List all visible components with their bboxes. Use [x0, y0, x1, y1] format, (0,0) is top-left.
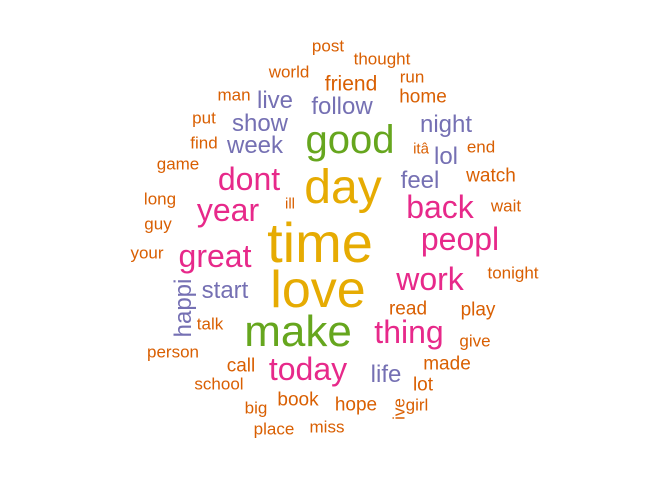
word-feel: feel — [400, 167, 440, 194]
word-man: man — [217, 85, 251, 105]
word-thing: thing — [374, 314, 444, 350]
word-give: give — [459, 331, 491, 351]
word-long: long — [143, 189, 177, 209]
word-made: made — [423, 353, 471, 375]
word-run: run — [399, 67, 425, 87]
word-life: life — [370, 361, 402, 388]
word-today: today — [268, 351, 348, 387]
word-talk: talk — [196, 314, 224, 334]
word-ill: ill — [285, 195, 295, 213]
word-friend: friend — [324, 72, 378, 96]
word-make: make — [244, 307, 352, 356]
word-play: play — [460, 299, 496, 321]
word-great: great — [178, 238, 252, 274]
word-girl: girl — [405, 395, 429, 415]
word-time: time — [267, 211, 373, 274]
word-read: read — [388, 298, 428, 320]
word-work: work — [396, 261, 464, 297]
word-watch: watch — [466, 165, 516, 187]
word-school: school — [194, 374, 244, 394]
word-itita: itâ — [413, 140, 429, 158]
word-good: good — [305, 118, 395, 162]
word-book: book — [277, 389, 319, 411]
word-happi: happi — [170, 278, 197, 338]
word-night: night — [419, 111, 473, 138]
word-peopl: peopl — [420, 221, 500, 257]
word-world: world — [268, 62, 310, 82]
word-lot: lot — [412, 374, 434, 396]
word-start: start — [201, 277, 249, 304]
word-dont: dont — [217, 161, 281, 197]
word-miss: miss — [309, 417, 345, 437]
word-end: end — [466, 137, 496, 157]
word-thought: thought — [353, 49, 411, 69]
word-ive: ive — [389, 398, 409, 420]
word-day: day — [304, 161, 382, 214]
word-home: home — [399, 86, 447, 108]
word-place: place — [253, 419, 295, 439]
word-wait: wait — [490, 196, 522, 216]
word-game: game — [156, 154, 200, 174]
word-follow: follow — [311, 93, 373, 120]
word-week: week — [226, 132, 284, 159]
word-big: big — [244, 398, 268, 418]
word-post: post — [311, 36, 345, 56]
word-hope: hope — [334, 394, 378, 416]
word-show: show — [231, 110, 289, 137]
word-guy: guy — [144, 214, 172, 234]
word-call: call — [226, 355, 256, 377]
word-lol: lol — [433, 143, 459, 170]
word-live: live — [256, 87, 294, 114]
word-put: put — [192, 108, 216, 128]
word-back: back — [406, 189, 474, 225]
word-your: your — [130, 243, 164, 263]
word-tonight: tonight — [487, 263, 539, 283]
word-love: love — [270, 261, 366, 319]
word-person: person — [147, 342, 199, 362]
word-find: find — [190, 133, 218, 153]
word-year: year — [196, 192, 260, 228]
